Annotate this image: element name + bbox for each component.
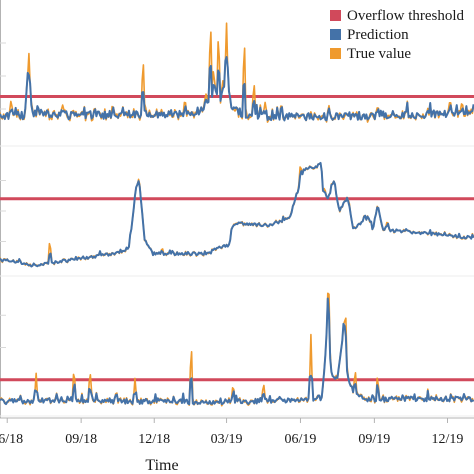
x-axis-label: Time (145, 457, 178, 474)
legend-label: Prediction (347, 27, 409, 43)
x-tick-label: 09/18 (65, 432, 97, 447)
true-value-series (0, 292, 474, 407)
legend-swatch (330, 10, 341, 21)
legend-swatch (330, 48, 341, 59)
x-tick-label: 06/18 (0, 432, 23, 447)
x-tick-label: 12/19 (432, 432, 464, 447)
legend-background (324, 2, 474, 64)
x-tick-label: 12/18 (138, 432, 170, 447)
legend-label: Overflow threshold (347, 8, 465, 24)
true-value-series (0, 162, 474, 267)
x-tick-label: 03/19 (211, 432, 243, 447)
legend-swatch (330, 29, 341, 40)
prediction-series (0, 161, 474, 268)
prediction-series (0, 56, 474, 122)
x-tick-label: 09/19 (358, 432, 390, 447)
legend-label: True value (347, 46, 411, 62)
x-tick-label: 06/19 (285, 432, 317, 447)
prediction-series (0, 297, 474, 406)
